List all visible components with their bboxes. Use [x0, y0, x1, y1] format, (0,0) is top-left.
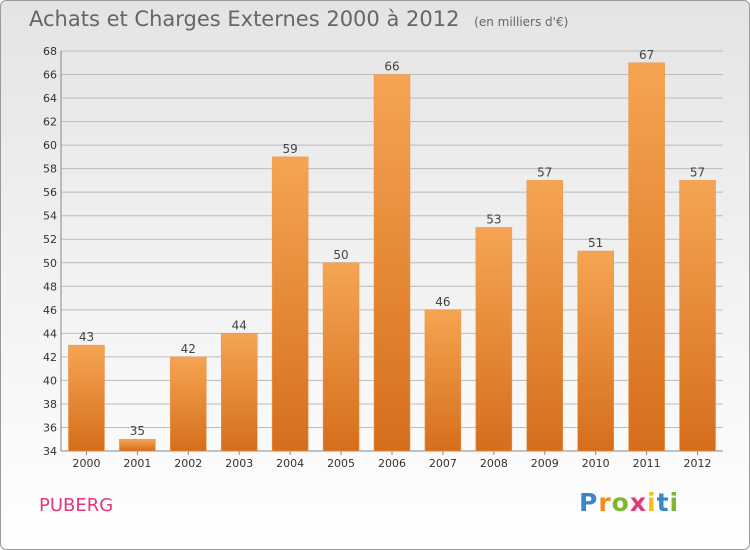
x-tick-label: 2002: [174, 457, 202, 470]
x-tick-label: 2006: [378, 457, 406, 470]
y-tick-label: 56: [43, 186, 57, 199]
y-tick-label: 54: [43, 210, 57, 223]
chart-title-text: Achats et Charges Externes 2000 à 2012: [29, 7, 460, 31]
x-tick-label: 2001: [123, 457, 151, 470]
y-tick-label: 50: [43, 257, 57, 270]
logo-letter: x: [629, 488, 647, 517]
logo-letter: t: [656, 488, 670, 517]
data-label: 57: [537, 165, 552, 179]
x-tick-label: 2004: [276, 457, 304, 470]
bar: [322, 262, 360, 452]
y-tick-label: 68: [43, 45, 57, 58]
y-tick-label: 44: [43, 327, 57, 340]
y-tick-label: 38: [43, 398, 57, 411]
data-label: 42: [181, 342, 196, 356]
y-tick-label: 58: [43, 163, 57, 176]
bar: [119, 438, 156, 452]
logo-letter: P: [579, 488, 599, 517]
logo-letter: r: [598, 488, 612, 517]
x-tick-label: 2007: [429, 457, 457, 470]
y-tick-label: 36: [43, 421, 57, 434]
data-label: 43: [79, 330, 94, 344]
bar: [170, 356, 207, 452]
commune-name: PUBERG: [39, 495, 114, 516]
proxiti-logo: Proxiti: [579, 488, 679, 517]
bar: [373, 74, 411, 452]
bar: [526, 180, 564, 452]
bar: [220, 333, 258, 452]
data-label: 67: [639, 48, 654, 62]
x-tick-label: 2011: [633, 457, 661, 470]
data-label: 53: [486, 212, 501, 226]
data-label: 44: [232, 318, 247, 332]
y-tick-label: 42: [43, 351, 57, 364]
logo-letter: o: [611, 488, 630, 517]
x-tick-label: 2005: [327, 457, 355, 470]
y-tick-label: 62: [43, 116, 57, 129]
bar: [577, 250, 614, 452]
x-tick-label: 2008: [480, 457, 508, 470]
y-tick-label: 48: [43, 280, 57, 293]
y-tick-label: 52: [43, 233, 57, 246]
data-label: 57: [690, 165, 705, 179]
y-tick-label: 34: [43, 445, 57, 458]
data-label: 51: [588, 236, 603, 250]
bar: [424, 309, 462, 452]
logo-letter: i: [669, 488, 680, 517]
y-tick-label: 46: [43, 304, 57, 317]
bar: [271, 156, 309, 452]
bar: [628, 62, 665, 452]
labels: 34 36 38 40 42 44 46 48 50 52 54 56 58 60 62 64 66 68 43 20…: [43, 45, 712, 470]
data-label: 35: [130, 424, 145, 438]
data-label: 66: [384, 60, 399, 74]
x-tick-label: 2003: [225, 457, 253, 470]
y-tick-label: 40: [43, 374, 57, 387]
bar: [475, 227, 513, 452]
y-tick-label: 60: [43, 139, 57, 152]
bar: [679, 180, 716, 452]
logo-letter: i: [647, 488, 657, 517]
y-tick-label: 66: [43, 69, 57, 82]
x-tick-label: 2010: [582, 457, 610, 470]
x-tick-label: 2012: [684, 457, 712, 470]
x-tick-label: 2009: [531, 457, 559, 470]
data-label: 59: [283, 142, 298, 156]
chart-title: Achats et Charges Externes 2000 à 2012 (…: [29, 7, 568, 31]
x-tick-label: 2000: [72, 457, 100, 470]
data-label: 46: [435, 295, 450, 309]
bars: [68, 62, 716, 452]
chart-subtitle: (en milliers d'€): [474, 15, 569, 29]
bar: [68, 344, 105, 452]
y-tick-label: 64: [43, 92, 57, 105]
data-label: 50: [333, 248, 348, 262]
